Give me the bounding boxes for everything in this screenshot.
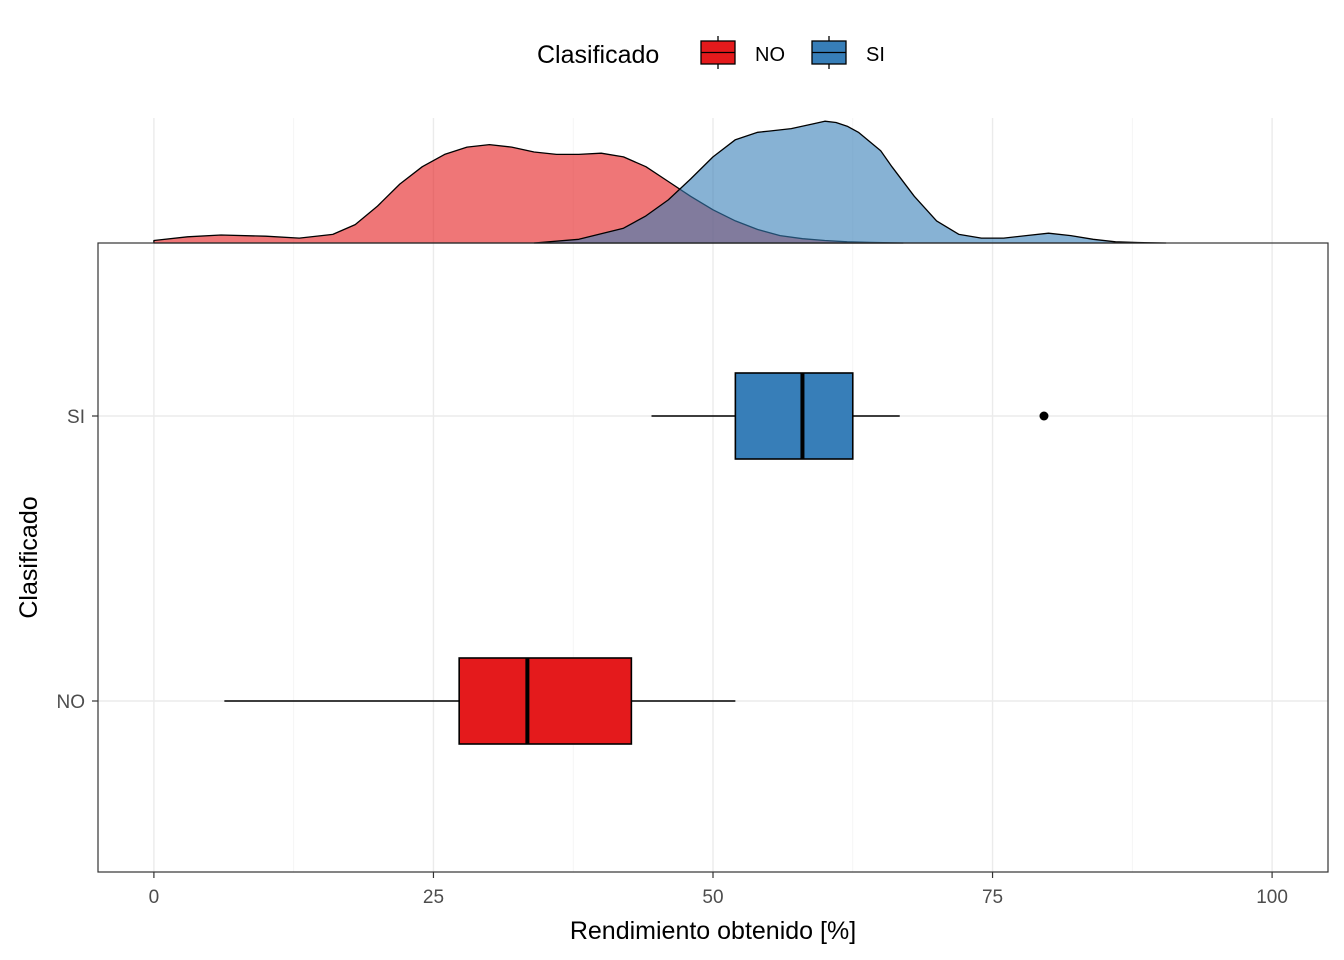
density-curve-si bbox=[533, 120, 1167, 244]
box-si bbox=[734, 372, 854, 460]
y-tick-label: SI bbox=[67, 407, 85, 428]
x-axis-title: Rendimiento obtenido [%] bbox=[570, 917, 856, 945]
box-no bbox=[458, 657, 633, 745]
main-panel-grid bbox=[98, 243, 1328, 872]
axes: 0 25 50 75 100 NO SI bbox=[57, 407, 1288, 908]
density-panel bbox=[153, 120, 1167, 244]
boxplot-layer bbox=[224, 372, 1049, 745]
y-tick-label: NO bbox=[57, 692, 86, 713]
y-axis-title: Clasificado bbox=[15, 496, 43, 618]
legend-label-no: NO bbox=[755, 44, 785, 66]
x-tick-label: 75 bbox=[982, 887, 1003, 908]
x-tick-label: 50 bbox=[702, 887, 723, 908]
legend: Clasificado NO SI bbox=[537, 36, 885, 69]
outlier-si bbox=[1039, 411, 1049, 421]
x-tick-label: 25 bbox=[423, 887, 444, 908]
legend-label-si: SI bbox=[866, 44, 885, 66]
x-tick-label: 100 bbox=[1256, 887, 1288, 908]
x-tick-label: 0 bbox=[149, 887, 160, 908]
legend-title: Clasificado bbox=[537, 41, 659, 69]
